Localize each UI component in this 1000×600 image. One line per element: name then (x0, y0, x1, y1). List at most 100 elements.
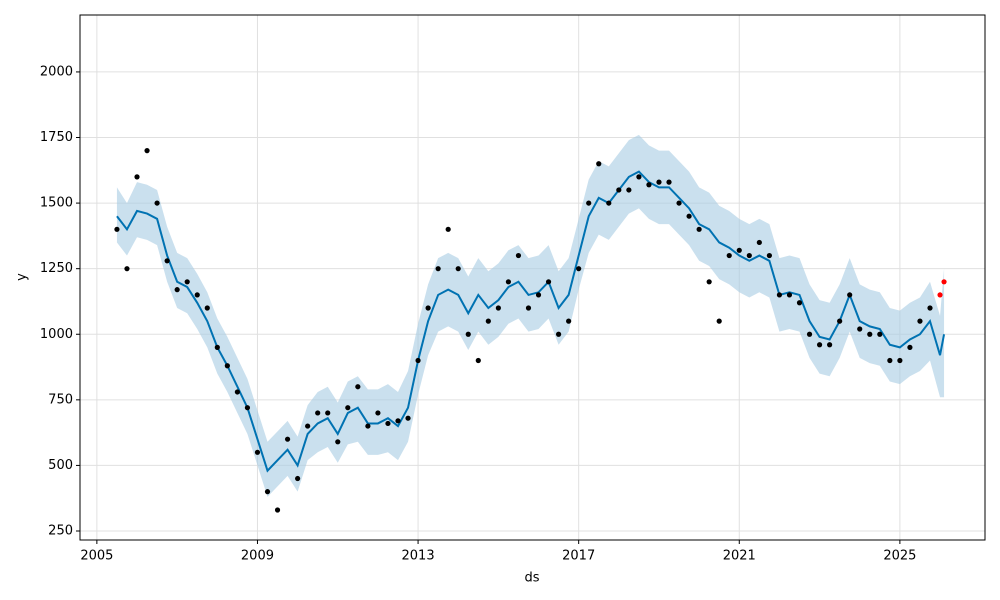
observed-point (305, 423, 311, 429)
observed-point (907, 344, 913, 350)
observed-point (415, 357, 421, 364)
observed-point (847, 292, 853, 298)
observed-point (746, 252, 752, 259)
x-tick-label: 2005 (80, 549, 113, 564)
observed-point (676, 200, 682, 206)
observed-point (656, 179, 662, 185)
observed-point (345, 405, 351, 411)
observed-point (897, 357, 903, 364)
observed-point (877, 331, 883, 337)
observed-point (636, 174, 642, 180)
observed-point (837, 318, 843, 324)
observed-point (756, 239, 762, 246)
observed-point (505, 279, 512, 285)
observed-point (726, 252, 732, 259)
observed-point (234, 389, 240, 395)
y-tick-label: 2000 (40, 64, 73, 79)
observed-point (917, 318, 923, 324)
observed-point (937, 292, 943, 298)
y-tick-label: 1750 (40, 130, 73, 145)
observed-point (941, 279, 947, 285)
observed-point (114, 226, 120, 232)
observed-point (375, 410, 381, 416)
observed-point (455, 266, 461, 272)
observed-point (465, 331, 471, 337)
observed-point (545, 279, 552, 285)
observed-point (535, 292, 542, 298)
plot-frame (79, 14, 986, 541)
observed-point (124, 266, 130, 272)
y-tick-label: 750 (48, 392, 73, 407)
observed-point (606, 200, 612, 206)
x-tick-label: 2021 (723, 549, 756, 564)
y-tick-label: 500 (48, 458, 73, 473)
observed-point (626, 187, 632, 193)
observed-point (134, 174, 140, 180)
observed-point (194, 292, 200, 298)
x-tick-label: 2017 (562, 549, 595, 564)
observed-point (264, 489, 271, 495)
observed-point (475, 357, 481, 364)
observed-point (827, 342, 833, 348)
observed-point (716, 318, 722, 324)
observed-point (666, 179, 672, 185)
observed-point (796, 300, 803, 306)
observed-point (385, 420, 391, 427)
uncertainty-band (116, 134, 945, 497)
observed-point (566, 318, 572, 324)
observed-point (867, 331, 873, 337)
observed-point (204, 305, 210, 311)
x-axis-label: ds (524, 571, 539, 586)
observed-point (144, 148, 150, 154)
observed-point (224, 363, 230, 369)
observed-point (154, 200, 160, 206)
observed-point (355, 384, 361, 390)
observed-point (646, 182, 652, 188)
observed-point (686, 213, 692, 219)
observed-point (445, 226, 451, 232)
observed-point (174, 287, 180, 293)
observed-point (284, 436, 291, 442)
observed-point (616, 187, 622, 193)
observed-point (495, 305, 501, 311)
observed-point (254, 449, 261, 455)
observed-point (816, 342, 823, 348)
observed-point (325, 410, 331, 416)
observed-point (596, 161, 602, 167)
observed-point (405, 415, 411, 421)
x-tick-label: 2013 (402, 549, 435, 564)
observed-point (576, 266, 582, 272)
y-tick-label: 250 (48, 524, 73, 539)
observed-point (164, 258, 170, 264)
observed-point (696, 226, 702, 232)
y-axis-label: y (15, 273, 30, 281)
observed-point (335, 439, 341, 445)
observed-point (315, 410, 321, 416)
observed-point (706, 279, 712, 285)
observed-point (485, 318, 491, 324)
observed-point (766, 252, 772, 259)
observed-point (435, 266, 441, 272)
observed-point (555, 331, 562, 337)
observed-point (515, 252, 522, 259)
y-tick-label: 1250 (40, 261, 73, 276)
observed-point (525, 305, 532, 311)
observed-point (857, 326, 863, 332)
observed-point (295, 475, 301, 482)
y-tick-label: 1500 (40, 196, 73, 211)
forecast-line (116, 170, 946, 473)
observed-point (927, 305, 933, 311)
x-tick-label: 2009 (241, 549, 274, 564)
observed-point (586, 200, 592, 206)
observed-point (425, 305, 431, 311)
observed-point (776, 292, 783, 298)
observed-point (214, 344, 220, 350)
observed-point (184, 279, 190, 285)
observed-point (887, 357, 893, 364)
observed-point (786, 292, 793, 298)
observed-point (806, 331, 813, 337)
y-tick-label: 1000 (40, 327, 73, 342)
observed-point (365, 423, 371, 429)
